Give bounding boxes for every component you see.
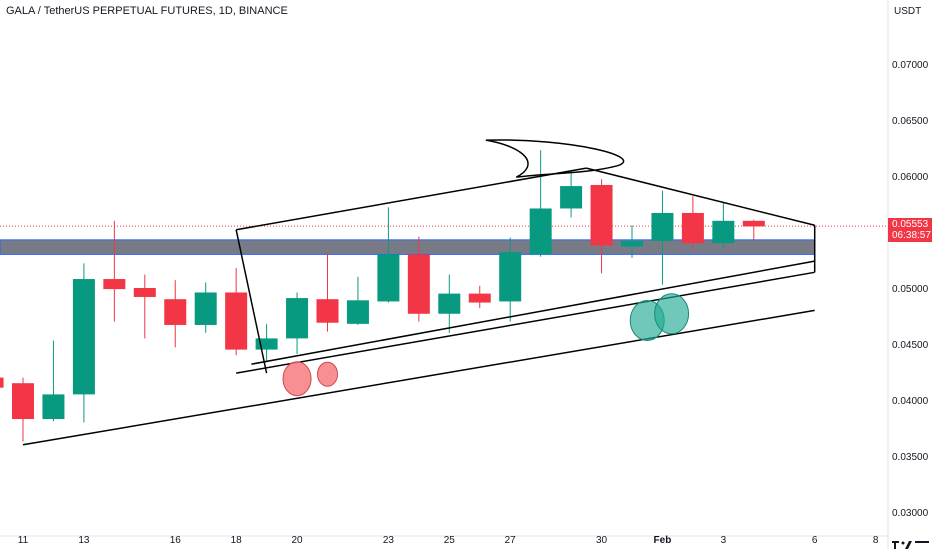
x-tick-label: 6: [812, 535, 818, 546]
red-marker: [282, 361, 312, 397]
candle-body-up: [42, 394, 65, 420]
tradingview-logo-icon: [892, 541, 929, 549]
candle-body-up: [499, 252, 522, 302]
candle-body-up: [346, 300, 369, 324]
x-tick-label: 25: [444, 535, 456, 546]
x-tick-label: 27: [505, 535, 517, 546]
x-tick-label: 30: [596, 535, 608, 546]
x-tick-label: 3: [721, 535, 727, 546]
y-tick-label: 0.03500: [892, 452, 929, 463]
y-tick-label: 0.05000: [892, 284, 929, 295]
candle-body-down: [681, 212, 704, 244]
x-tick-label: 8: [873, 535, 879, 546]
red-marker: [317, 361, 338, 387]
candle-body-down: [103, 279, 126, 290]
candle-body-down: [0, 377, 4, 388]
x-tick-label: 20: [291, 535, 303, 546]
descending-resistance: [586, 167, 815, 227]
candle-body-up: [621, 240, 643, 247]
last-price-value: 0.05553: [892, 219, 929, 230]
candle-body-down: [742, 220, 765, 227]
apex-flag-shape: [485, 139, 625, 178]
candle-body-down: [407, 254, 430, 314]
y-tick-label: 0.04500: [892, 340, 929, 351]
x-tick-label: 23: [383, 535, 395, 546]
x-tick-label: 11: [18, 535, 29, 546]
y-tick-label: 0.06500: [892, 116, 929, 127]
chart-title: GALA / TetherUS PERPETUAL FUTURES, 1D, B…: [6, 5, 288, 17]
candle-body-up: [286, 298, 309, 339]
candle-body-up: [560, 186, 583, 209]
candle-body-up: [438, 293, 461, 314]
channel-lower: [236, 271, 815, 374]
candle-body-up: [651, 212, 674, 241]
y-axis-unit: USDT: [894, 6, 922, 17]
x-tick-label: 16: [170, 535, 182, 546]
last-price-tag: 0.05553 06:38:57: [888, 218, 932, 242]
pennant-left: [235, 229, 268, 374]
y-tick-label: 0.04000: [892, 396, 929, 407]
green-marker: [654, 293, 690, 335]
y-tick-label: 0.07000: [892, 60, 929, 71]
y-tick-label: 0.03000: [892, 508, 929, 519]
x-tick-label: 13: [78, 535, 90, 546]
candle-body-down: [164, 299, 187, 325]
x-tick-label: Feb: [654, 535, 672, 546]
candle-body-up: [194, 292, 217, 325]
candle-body-up: [72, 279, 95, 395]
candle-body-up: [377, 254, 400, 302]
candle-body-up: [529, 208, 552, 255]
pennant-upper: [236, 167, 587, 231]
candle-body-down: [316, 299, 339, 323]
candle-body-down: [590, 184, 613, 246]
channel-upper: [251, 260, 815, 365]
candle-body-up: [255, 338, 278, 350]
candle-body-down: [468, 293, 491, 303]
bar-countdown: 06:38:57: [892, 230, 931, 241]
candle-body-down: [12, 383, 34, 420]
candle-body-up: [712, 220, 735, 244]
lower-trendline: [22, 309, 815, 446]
candle-body-down: [133, 288, 156, 297]
x-tick-label: 18: [231, 535, 243, 546]
y-tick-label: 0.06000: [892, 172, 929, 183]
candle-body-down: [225, 292, 248, 350]
